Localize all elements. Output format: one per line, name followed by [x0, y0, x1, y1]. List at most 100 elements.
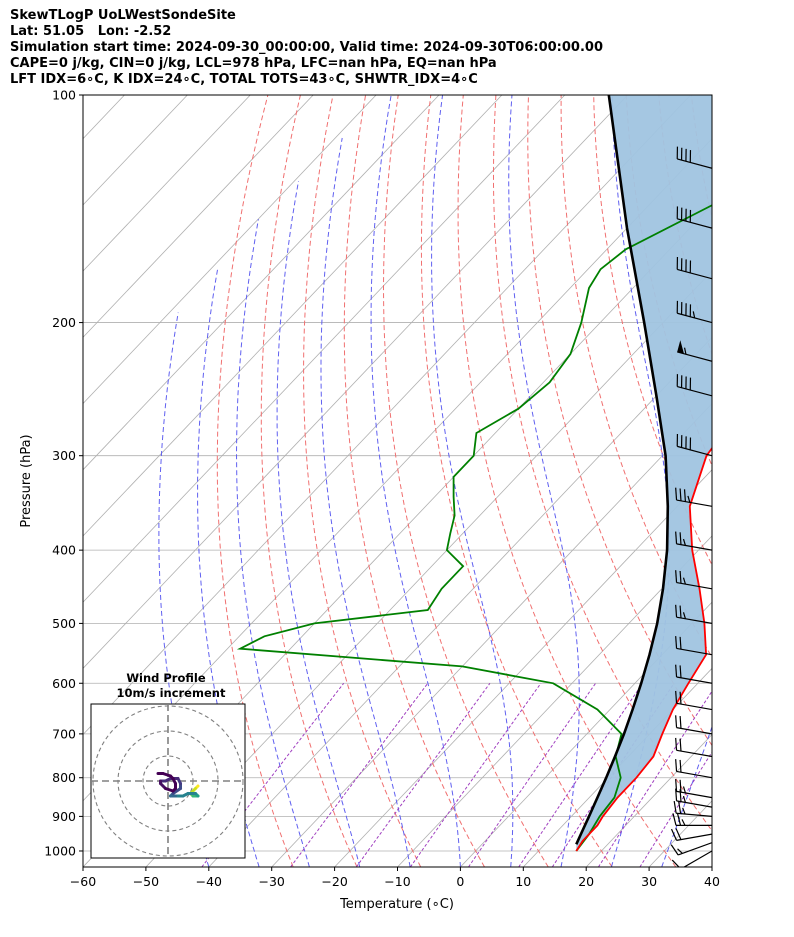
wind-barb-feather: [675, 690, 678, 704]
wind-barb: [676, 300, 712, 324]
isotherm-line: [83, 95, 314, 338]
wind-barb-feather: [675, 604, 678, 618]
moist-adiabat-line: [320, 137, 411, 867]
wind-barb: [676, 374, 712, 397]
mixing-ratio-line: [409, 683, 542, 867]
wind-barb-feather: [677, 848, 683, 854]
wind-barb-feather: [679, 779, 682, 793]
wind-barb: [673, 800, 712, 817]
wind-barb-staff: [676, 499, 712, 507]
wind-barb-feather: [692, 311, 696, 319]
isotherm-line: [83, 95, 251, 272]
y-tick-label: 500: [52, 616, 76, 631]
wind-barb-feather: [675, 636, 678, 649]
wind-barb-feather: [679, 738, 682, 752]
sounding-series: [236, 95, 712, 852]
wind-barb-staff: [677, 445, 712, 457]
wind-barb-feather: [682, 612, 686, 619]
wind-barb-feather: [679, 636, 682, 650]
wind-barb-feather: [676, 813, 682, 826]
x-tick-label: −20: [321, 874, 347, 889]
wind-barb-feather: [670, 844, 679, 856]
x-tick-label: −60: [70, 874, 96, 889]
wind-barb: [675, 531, 712, 551]
wind-barb-feather: [672, 813, 677, 826]
wind-barb-feather: [679, 605, 682, 618]
y-tick-label: 400: [52, 543, 76, 558]
wind-barb-staff: [677, 158, 712, 169]
wind-barb-feather: [682, 807, 686, 815]
isotherm-line: [145, 270, 712, 867]
wind-barb-feather: [679, 532, 682, 545]
y-tick-label: 200: [52, 315, 76, 330]
isotherm-line: [271, 402, 712, 867]
wind-barb: [675, 487, 712, 507]
wind-barb-feather: [678, 801, 682, 814]
wind-barb-staff: [676, 727, 712, 735]
wind-profile-inset: Wind Profile 10m/s increment: [90, 671, 246, 859]
wind-barb-staff: [676, 647, 712, 656]
x-tick-label: 30: [641, 874, 657, 889]
wind-barb-feather: [682, 795, 686, 803]
wind-barb: [670, 842, 712, 856]
pressure-grid: [83, 95, 712, 852]
y-tick-label: 900: [52, 809, 76, 824]
wind-barb-feather: [679, 789, 682, 802]
x-axis-label: Temperature (∘C): [339, 897, 454, 912]
wind-barb-staff: [677, 842, 712, 856]
time-line: Simulation start time: 2024-09-30_00:00:…: [10, 40, 603, 55]
wind-barb: [675, 636, 712, 656]
dry-adiabat-line: [260, 95, 358, 867]
inset-title: Wind Profile: [126, 671, 206, 685]
wind-barb: [675, 690, 712, 711]
wind-barb-staff: [676, 749, 712, 758]
isotherm-line: [775, 95, 794, 867]
x-tick-label: 10: [515, 874, 531, 889]
dry-adiabat-line: [382, 95, 549, 867]
wind-barb-feather: [671, 859, 680, 867]
wind-barb: [676, 257, 712, 280]
wind-barb: [672, 813, 712, 826]
wind-barb-feather: [670, 828, 678, 841]
hodograph-trace: [156, 772, 200, 798]
wind-barb: [675, 759, 712, 779]
cin-shaded-area: [576, 95, 712, 851]
wind-barb-pennant: [677, 340, 684, 354]
moist-adiabat-line: [276, 181, 361, 867]
dry-adiabat-line: [789, 95, 794, 867]
wind-barb-staff: [677, 385, 712, 397]
moist-adiabat-line: [508, 95, 580, 867]
wind-barb-feather: [675, 664, 678, 678]
wind-barb: [675, 664, 712, 684]
location-line: Lat: 51.05 Lon: -2.52: [10, 24, 172, 39]
wind-barb: [675, 788, 712, 808]
wind-barb-feather: [679, 716, 682, 729]
y-tick-label: 100: [52, 88, 76, 103]
wind-barb: [671, 850, 712, 867]
mixing-ratio-line: [639, 751, 712, 867]
wind-barb-feather: [675, 759, 678, 772]
wind-barb-feather: [679, 691, 682, 705]
hodograph-segment: [171, 787, 182, 795]
isotherm-line: [460, 601, 712, 867]
mixing-ratio-line: [355, 683, 491, 867]
wind-barb-feather: [675, 778, 678, 792]
wind-barb-feather: [675, 570, 678, 583]
wind-barb: [676, 433, 712, 457]
y-axis-label: Pressure (hPa): [19, 434, 34, 527]
isotherm-line: [397, 535, 712, 867]
dry-adiabat-line: [343, 95, 485, 867]
isotherm-line: [334, 469, 712, 867]
wind-barb-feather: [675, 487, 678, 501]
wind-barb-staff: [683, 850, 712, 867]
mixing-ratio-line: [597, 690, 712, 867]
dry-adiabat-line: [724, 95, 794, 867]
wind-barb-feather: [687, 495, 691, 503]
wind-barb-feather: [675, 788, 678, 801]
mixing-ratio-lines: [201, 682, 712, 867]
isotherm-line: [83, 95, 503, 537]
x-tick-label: −50: [133, 874, 159, 889]
wind-barb-feather: [679, 570, 682, 584]
y-tick-label: 700: [52, 726, 76, 741]
dry-adiabat-line: [527, 95, 712, 747]
